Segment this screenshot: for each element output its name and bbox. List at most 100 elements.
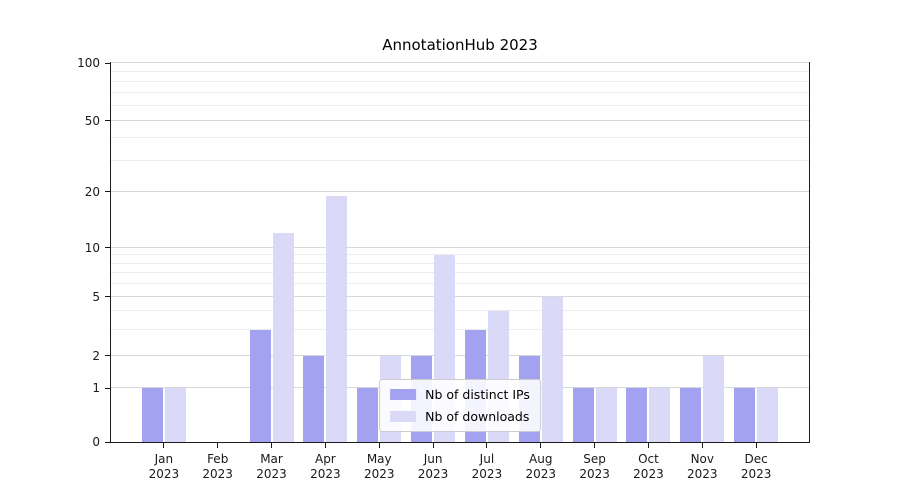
x-tick-label-line: Feb: [207, 452, 229, 466]
x-tick-label-line: 2023: [310, 467, 341, 481]
gridline-minor: [111, 310, 809, 312]
x-tick-label: Dec 2023: [724, 452, 788, 482]
x-tick-label-line: Sep: [583, 452, 606, 466]
gridline-minor: [111, 262, 809, 264]
bar-distinct-ips: [141, 388, 163, 442]
bar-distinct-ips: [734, 388, 756, 442]
gridline-major: [111, 354, 809, 356]
x-tick-mark: [217, 443, 219, 448]
x-tick-label-line: Jul: [479, 452, 495, 466]
legend-swatch: [390, 411, 417, 422]
gridline-major: [111, 62, 809, 63]
bar-distinct-ips: [249, 329, 271, 442]
x-tick-label: Jan 2023: [132, 452, 196, 482]
y-tick-mark: [105, 296, 110, 298]
y-tick-label: 0: [92, 435, 100, 449]
x-tick-label-line: Jan: [154, 452, 174, 466]
bar-distinct-ips: [680, 388, 702, 442]
bar-downloads: [541, 296, 563, 442]
x-tick-label-line: 2023: [148, 467, 180, 481]
bar-distinct-ips: [626, 388, 648, 442]
y-tick-label: 20: [84, 184, 100, 199]
x-tick-label: Oct 2023: [616, 452, 680, 482]
x-tick-label-line: May: [366, 452, 392, 466]
y-tick-label: 100: [77, 56, 100, 70]
x-tick-label-line: Apr: [314, 452, 336, 466]
gridline-major: [111, 120, 809, 121]
y-tick-mark: [105, 387, 110, 389]
x-tick-mark: [755, 443, 757, 448]
gridline-major: [111, 295, 809, 297]
chart-title: AnnotationHub 2023: [382, 36, 538, 54]
bar-downloads: [272, 233, 294, 442]
gridline-minor: [111, 254, 809, 256]
x-tick-label: Mar 2023: [240, 452, 304, 482]
gridline-minor: [111, 328, 809, 330]
bar-distinct-ips: [303, 355, 325, 442]
x-tick-label-line: 2023: [687, 467, 718, 481]
x-tick-label-line: 2023: [363, 467, 395, 481]
y-tick-mark: [105, 355, 110, 357]
x-tick-label-line: Aug: [529, 452, 553, 466]
plot-area: Nb of distinct IPs Nb of downloads: [110, 62, 810, 443]
y-tick-mark: [105, 120, 110, 122]
x-tick-mark: [378, 443, 380, 448]
x-tick-mark: [163, 443, 165, 448]
gridline-minor: [111, 70, 809, 72]
y-tick-mark: [105, 62, 110, 64]
x-tick-label-line: 2023: [256, 467, 287, 481]
x-tick-label: Sep 2023: [563, 452, 627, 482]
x-tick-label-line: 2023: [740, 467, 772, 481]
bar-downloads: [595, 388, 617, 442]
x-tick-label: May 2023: [347, 452, 411, 482]
legend-swatch: [390, 389, 417, 400]
x-tick-label-line: Oct: [638, 452, 659, 466]
bar-distinct-ips: [357, 388, 379, 442]
x-tick-label-line: Mar: [260, 452, 283, 466]
x-tick-label-line: Jun: [423, 452, 443, 466]
y-tick-label: 5: [92, 289, 100, 304]
x-tick-label-line: 2023: [579, 467, 610, 481]
x-tick-mark: [486, 443, 488, 448]
legend-label: Nb of distinct IPs: [425, 387, 530, 402]
x-tick-mark: [324, 443, 326, 448]
x-tick-label-line: 2023: [471, 467, 503, 481]
x-tick-mark: [540, 443, 542, 448]
bar-downloads: [649, 388, 671, 442]
y-tick-mark: [105, 441, 110, 443]
y-tick-mark: [105, 191, 110, 193]
bar-downloads: [326, 196, 348, 442]
gridline-minor: [111, 272, 809, 274]
x-tick-mark: [432, 443, 434, 448]
gridline-minor: [111, 91, 809, 93]
gridline-minor: [111, 80, 809, 82]
x-tick-label-line: 2023: [633, 467, 664, 481]
x-tick-label: Aug 2023: [509, 452, 573, 482]
legend: Nb of distinct IPs Nb of downloads: [379, 379, 541, 432]
gridline-major: [111, 190, 809, 192]
legend-label: Nb of downloads: [425, 409, 530, 424]
legend-item: Nb of downloads: [390, 409, 530, 424]
gridline-minor: [111, 137, 809, 139]
y-tick-label: 1: [92, 381, 100, 396]
gridline-major: [111, 246, 809, 248]
bar-downloads: [757, 388, 779, 442]
y-tick-label: 10: [84, 240, 100, 255]
bar-downloads: [703, 355, 725, 442]
x-tick-label-line: Dec: [744, 452, 768, 466]
x-tick-mark: [594, 443, 596, 448]
bar-distinct-ips: [572, 388, 594, 442]
gridline-minor: [111, 159, 809, 161]
y-tick-label: 50: [84, 113, 100, 128]
x-tick-label-line: Nov: [690, 452, 714, 466]
bar-downloads: [164, 388, 186, 442]
x-tick-label: Jun 2023: [401, 452, 465, 482]
gridline-minor: [111, 282, 809, 284]
y-tick-mark: [105, 247, 110, 249]
x-tick-label: Feb 2023: [186, 452, 250, 482]
x-tick-label-line: 2023: [525, 467, 557, 481]
gridline-minor: [111, 104, 809, 106]
y-tick-label: 2: [92, 348, 100, 363]
x-tick-label-line: 2023: [202, 467, 233, 481]
